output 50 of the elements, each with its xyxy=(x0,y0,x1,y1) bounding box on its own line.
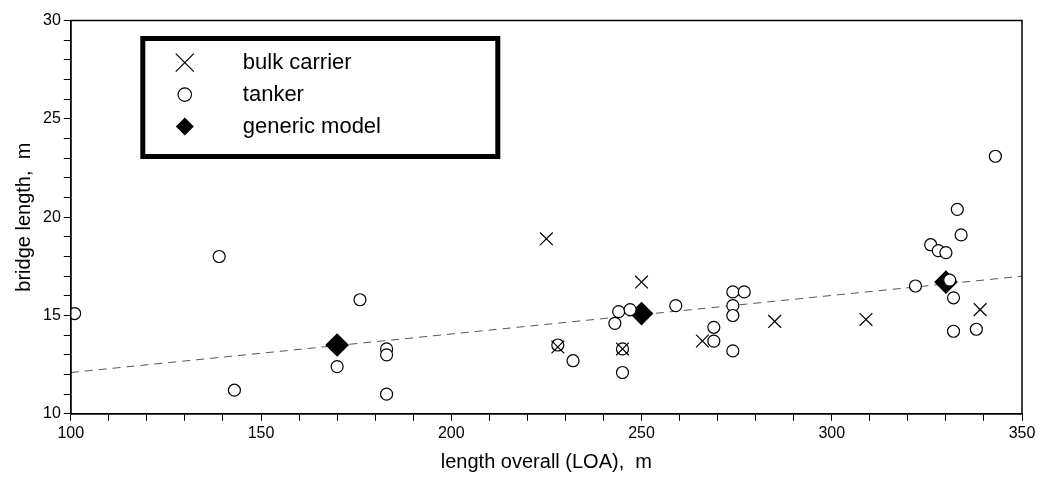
point xyxy=(767,314,782,329)
point xyxy=(973,302,988,317)
point xyxy=(380,387,394,401)
y-tick-label: 20 xyxy=(43,207,61,225)
y-axis-title: bridge length, m xyxy=(11,142,34,292)
point xyxy=(612,304,626,319)
point xyxy=(623,303,637,317)
x-tick-label: 300 xyxy=(818,423,846,441)
y-tick-label: 30 xyxy=(43,11,61,29)
x-tick-label: 350 xyxy=(1008,423,1036,441)
point xyxy=(615,365,630,380)
point xyxy=(946,324,961,338)
point xyxy=(566,354,580,368)
point xyxy=(726,308,740,323)
legend-label: bulk carrier xyxy=(242,48,352,74)
point xyxy=(539,231,554,246)
point xyxy=(988,149,1002,163)
point xyxy=(212,249,226,264)
point xyxy=(380,348,394,362)
point xyxy=(325,333,349,357)
point xyxy=(950,202,964,216)
point xyxy=(726,344,740,358)
x-tick-label: 150 xyxy=(247,423,275,441)
point xyxy=(227,383,241,397)
x-axis-title: length overall (LOA), m xyxy=(440,449,652,472)
point xyxy=(969,322,983,336)
point xyxy=(695,334,710,349)
y-tick-label: 15 xyxy=(43,305,61,323)
legend-label: tanker xyxy=(242,80,304,106)
point xyxy=(908,279,923,293)
point xyxy=(859,312,873,327)
legend-label: generic model xyxy=(242,112,381,138)
point xyxy=(330,360,344,374)
point xyxy=(939,245,953,260)
point xyxy=(707,334,721,348)
x-tick-label: 250 xyxy=(628,423,655,441)
point xyxy=(707,320,721,334)
y-tick-label: 10 xyxy=(43,404,61,422)
x-tick-label: 100 xyxy=(57,423,85,441)
point xyxy=(737,285,751,299)
point xyxy=(669,299,683,313)
point xyxy=(608,316,622,330)
x-tick-label: 200 xyxy=(437,423,465,441)
point xyxy=(634,275,649,290)
point xyxy=(353,293,367,307)
point xyxy=(946,291,961,305)
point xyxy=(726,285,740,299)
point xyxy=(70,306,82,321)
y-tick-label: 25 xyxy=(43,109,61,127)
point xyxy=(954,228,968,242)
